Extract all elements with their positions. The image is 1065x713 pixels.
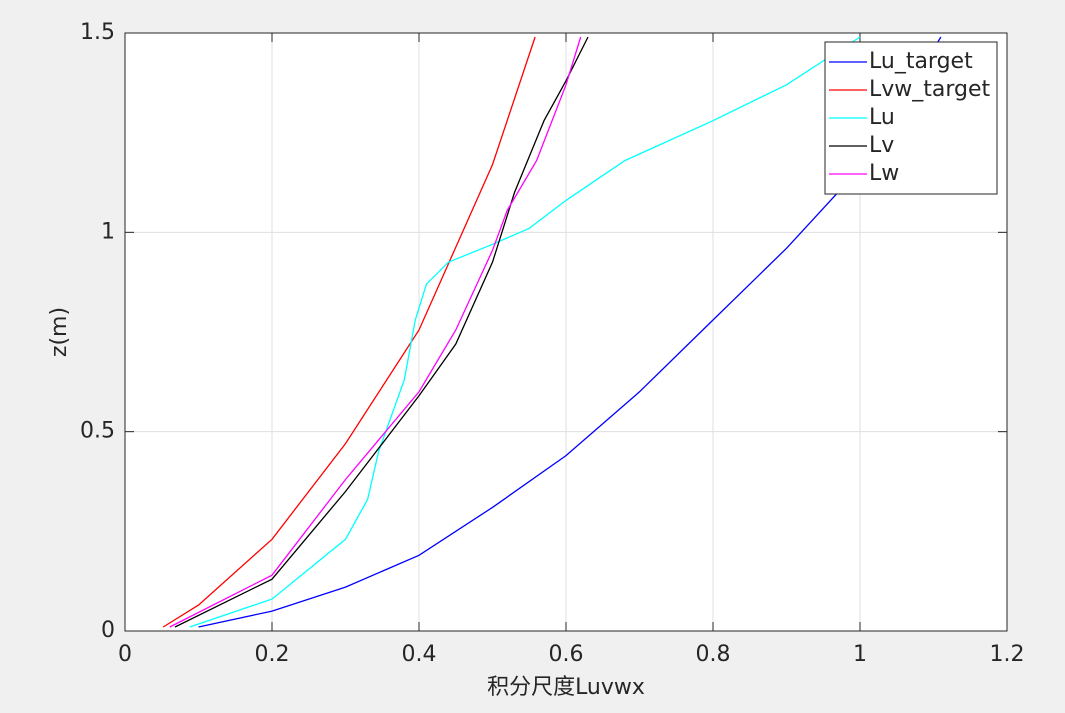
legend-label: Lv bbox=[869, 133, 894, 158]
legend-label: Lu bbox=[869, 105, 895, 130]
x-tick-label: 1.2 bbox=[990, 642, 1025, 667]
x-tick-label: 0.6 bbox=[549, 642, 584, 667]
series-line bbox=[162, 36, 536, 628]
axes-box bbox=[124, 32, 1008, 632]
x-tick-label: 0.2 bbox=[255, 642, 290, 667]
y-tick-label: 0 bbox=[101, 618, 115, 643]
legend-label: Lw bbox=[869, 161, 899, 186]
x-tick-label: 0 bbox=[118, 642, 132, 667]
series-line bbox=[198, 36, 942, 628]
y-axis-label: z(m) bbox=[47, 307, 72, 357]
series-line bbox=[189, 36, 861, 628]
x-tick-label: 1 bbox=[853, 642, 867, 667]
y-tick-label: 1 bbox=[101, 219, 115, 244]
y-tick-label: 0.5 bbox=[80, 419, 115, 444]
x-axis-label: 积分尺度Luvwx bbox=[487, 675, 645, 700]
series-line bbox=[174, 36, 589, 628]
legend-label: Lu_target bbox=[869, 49, 973, 74]
x-tick-label: 0.4 bbox=[402, 642, 437, 667]
legend-label: Lvw_target bbox=[869, 77, 991, 102]
series-line bbox=[169, 36, 582, 628]
y-tick-label: 1.5 bbox=[80, 20, 115, 45]
x-tick-label: 0.8 bbox=[696, 642, 731, 667]
